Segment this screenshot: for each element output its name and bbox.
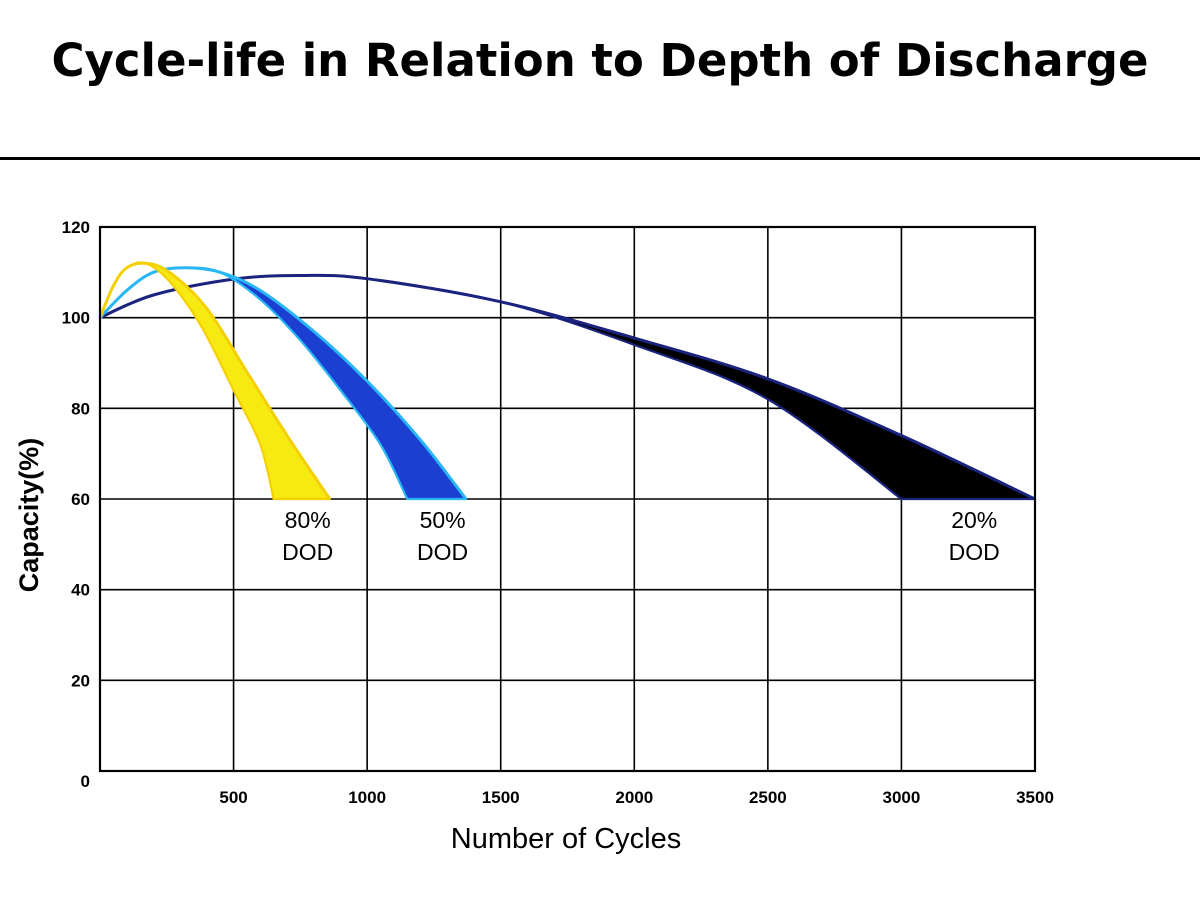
x-tick-label: 1000 [348,788,386,807]
series-label: DOD [417,539,468,565]
x-tick-label: 2500 [749,788,787,807]
series-label: 50% [420,507,466,533]
series-label: DOD [949,539,1000,565]
x-tick-label: 3500 [1016,788,1054,807]
series-label: DOD [282,539,333,565]
title-divider [0,157,1200,160]
chart-grid [100,226,1036,772]
series-band-80pct-dod [98,261,331,501]
plot-border [98,225,1037,773]
y-axis-label: Capacity(%) [14,438,44,593]
y-tick-label: 20 [71,671,90,690]
chart-series [98,261,1037,501]
y-tick-label: 80 [71,399,90,418]
y-tick-label: 100 [62,309,90,328]
y-tick-label: 40 [71,581,90,600]
page-title: Cycle-life in Relation to Depth of Disch… [51,34,1149,87]
series-upper-edge [98,266,468,500]
chart-frame [98,225,1037,773]
y-tick-label: 120 [62,218,90,237]
chart-ticks: 0 20 40 60 80 100 120 500 1000 1500 2000 2500 3000 35… [62,218,1054,807]
series-label: 80% [285,507,331,533]
x-axis-label: Number of Cycles [451,823,681,855]
series-upper-edge [99,273,1036,501]
x-tick-label: 3000 [883,788,921,807]
series-upper-edge [98,261,331,500]
series-label: 20% [951,507,997,533]
x-tick-label: 2000 [615,788,653,807]
chart-annotations: 20% DOD 50% DOD 80% DOD [282,507,1000,565]
y-tick-label: 0 [81,772,90,791]
x-tick-label: 1500 [482,788,520,807]
y-tick-label: 60 [71,490,90,509]
x-tick-label: 500 [219,788,247,807]
